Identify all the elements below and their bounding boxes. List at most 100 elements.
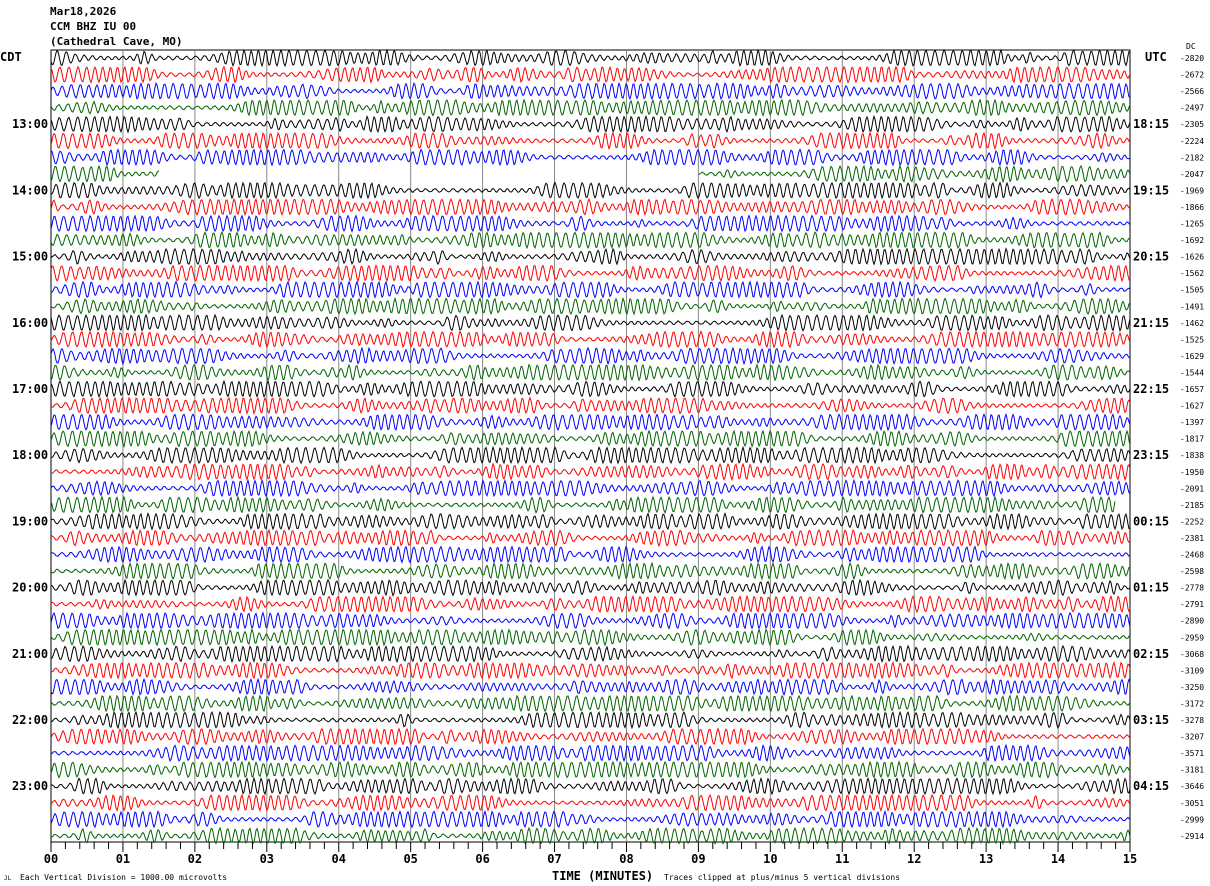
seismic-trace xyxy=(50,396,1131,415)
seismic-trace xyxy=(50,462,1131,482)
x-tick-label: 02 xyxy=(188,852,202,866)
seismic-trace xyxy=(50,164,1131,184)
dc-offset-label: -1525 xyxy=(1180,335,1204,344)
utc-hour-label: 01:15 xyxy=(1133,581,1169,595)
seismic-trace xyxy=(50,677,1131,697)
seismic-trace xyxy=(50,363,1131,382)
utc-hour-label: 21:15 xyxy=(1133,316,1169,330)
seismic-trace xyxy=(50,793,1131,813)
dc-offset-label: -3571 xyxy=(1180,749,1204,758)
location-label: (Cathedral Cave, MO) xyxy=(50,35,182,48)
seismic-trace xyxy=(50,247,1131,266)
dc-offset-label: -3207 xyxy=(1180,733,1204,742)
x-axis: 00 01 02 03 04 05 06 07 08 09 10 11 12 13 14 15 xyxy=(44,842,1137,866)
seismic-trace xyxy=(50,594,1131,614)
cdt-hour-label: 14:00 xyxy=(12,183,48,197)
scale-note: Each Vertical Division = 1000.00 microvo… xyxy=(20,873,227,882)
seismic-trace xyxy=(50,743,1131,763)
x-tick-label: 01 xyxy=(116,852,130,866)
dc-offset-label: -2182 xyxy=(1180,153,1204,162)
dc-offset-label: -1838 xyxy=(1180,451,1204,460)
seismic-trace xyxy=(50,296,1131,316)
dc-offset-label: -1627 xyxy=(1180,402,1204,411)
dc-offset-label: -2566 xyxy=(1180,87,1204,96)
utc-hour-label: 22:15 xyxy=(1133,382,1169,396)
seismic-trace xyxy=(50,313,1131,333)
cdt-hour-label: 20:00 xyxy=(12,581,48,595)
seismic-trace xyxy=(50,429,1131,448)
utc-hour-label: 00:15 xyxy=(1133,514,1169,528)
x-tick-label: 04 xyxy=(332,852,346,866)
dc-offset-label: -1657 xyxy=(1180,385,1204,394)
seismic-trace xyxy=(50,81,1131,101)
utc-hour-label: 23:15 xyxy=(1133,448,1169,462)
dc-offset-label: -2185 xyxy=(1180,501,1204,510)
cdt-hour-label: 23:00 xyxy=(12,779,48,793)
right-timezone: UTC xyxy=(1145,50,1167,64)
seismic-trace xyxy=(50,263,1131,283)
seismic-trace xyxy=(50,197,1131,217)
x-tick-label: 00 xyxy=(44,852,58,866)
station-label: CCM BHZ IU 00 xyxy=(50,20,136,33)
dc-offset-label: -3646 xyxy=(1180,782,1204,791)
x-tick-label: 14 xyxy=(1051,852,1065,866)
cdt-hour-label: 16:00 xyxy=(12,316,48,330)
x-tick-label: 08 xyxy=(619,852,633,866)
seismic-trace xyxy=(50,578,1131,597)
utc-hour-label: 04:15 xyxy=(1133,779,1169,793)
x-tick-label: 05 xyxy=(403,852,417,866)
utc-hour-label: 20:15 xyxy=(1133,250,1169,264)
dc-offset-label: -3051 xyxy=(1180,799,1204,808)
dc-offset-label: -1562 xyxy=(1180,269,1204,278)
clip-note: Traces clipped at plus/minus 5 vertical … xyxy=(664,873,900,882)
row-labels: 13:00 14:00 15:00 16:00 17:00 18:00 19:00 20:00… xyxy=(12,54,1204,841)
x-tick-label: 15 xyxy=(1123,852,1137,866)
cdt-hour-label: 22:00 xyxy=(12,713,48,727)
cdt-hour-label: 19:00 xyxy=(12,514,48,528)
seismic-trace xyxy=(50,727,1131,746)
dc-offset-label: -1866 xyxy=(1180,203,1204,212)
seismic-trace xyxy=(50,561,1131,581)
x-tick-label: 03 xyxy=(260,852,274,866)
dc-offset-label: -1544 xyxy=(1180,368,1204,377)
dc-offset-label: -2791 xyxy=(1180,600,1204,609)
traces xyxy=(50,48,1131,846)
dc-offset-label: -1397 xyxy=(1180,418,1204,427)
dc-offset-label: -1265 xyxy=(1180,220,1204,229)
dc-offset-label: -2224 xyxy=(1180,137,1204,146)
seismic-trace xyxy=(50,98,1131,117)
utc-hour-label: 03:15 xyxy=(1133,713,1169,727)
logo: JL xyxy=(4,875,12,882)
seismic-trace xyxy=(50,181,1131,200)
dc-offset-label: -1491 xyxy=(1180,302,1204,311)
dc-offset-label: -3278 xyxy=(1180,716,1204,725)
dc-offset-label: -1692 xyxy=(1180,236,1204,245)
x-tick-label: 11 xyxy=(835,852,849,866)
x-tick-label: 13 xyxy=(979,852,993,866)
cdt-hour-label: 13:00 xyxy=(12,117,48,131)
dc-offset-label: -2914 xyxy=(1180,832,1204,841)
grid xyxy=(50,49,1131,843)
dc-offset-label: -2890 xyxy=(1180,617,1204,626)
dc-offset-label: -2252 xyxy=(1180,517,1204,526)
seismic-trace xyxy=(50,826,1131,846)
x-tick-label: 07 xyxy=(547,852,561,866)
dc-offset-label: -3068 xyxy=(1180,650,1204,659)
seismic-trace xyxy=(50,611,1131,630)
seismic-trace xyxy=(50,114,1131,134)
dc-offset-label: -3172 xyxy=(1180,699,1204,708)
seismic-trace xyxy=(50,511,1131,531)
seismic-trace xyxy=(50,627,1131,647)
seismic-trace xyxy=(50,330,1131,349)
dc-offset-label: -2497 xyxy=(1180,104,1204,113)
cdt-hour-label: 17:00 xyxy=(12,382,48,396)
seismic-trace xyxy=(50,346,1130,366)
dc-offset-label: -3181 xyxy=(1180,766,1204,775)
dc-header: DC xyxy=(1186,42,1196,51)
utc-hour-label: 18:15 xyxy=(1133,117,1169,131)
seismic-trace xyxy=(50,478,1131,498)
utc-hour-label: 02:15 xyxy=(1133,647,1169,661)
seismic-trace xyxy=(50,412,1131,432)
x-tick-label: 12 xyxy=(907,852,921,866)
